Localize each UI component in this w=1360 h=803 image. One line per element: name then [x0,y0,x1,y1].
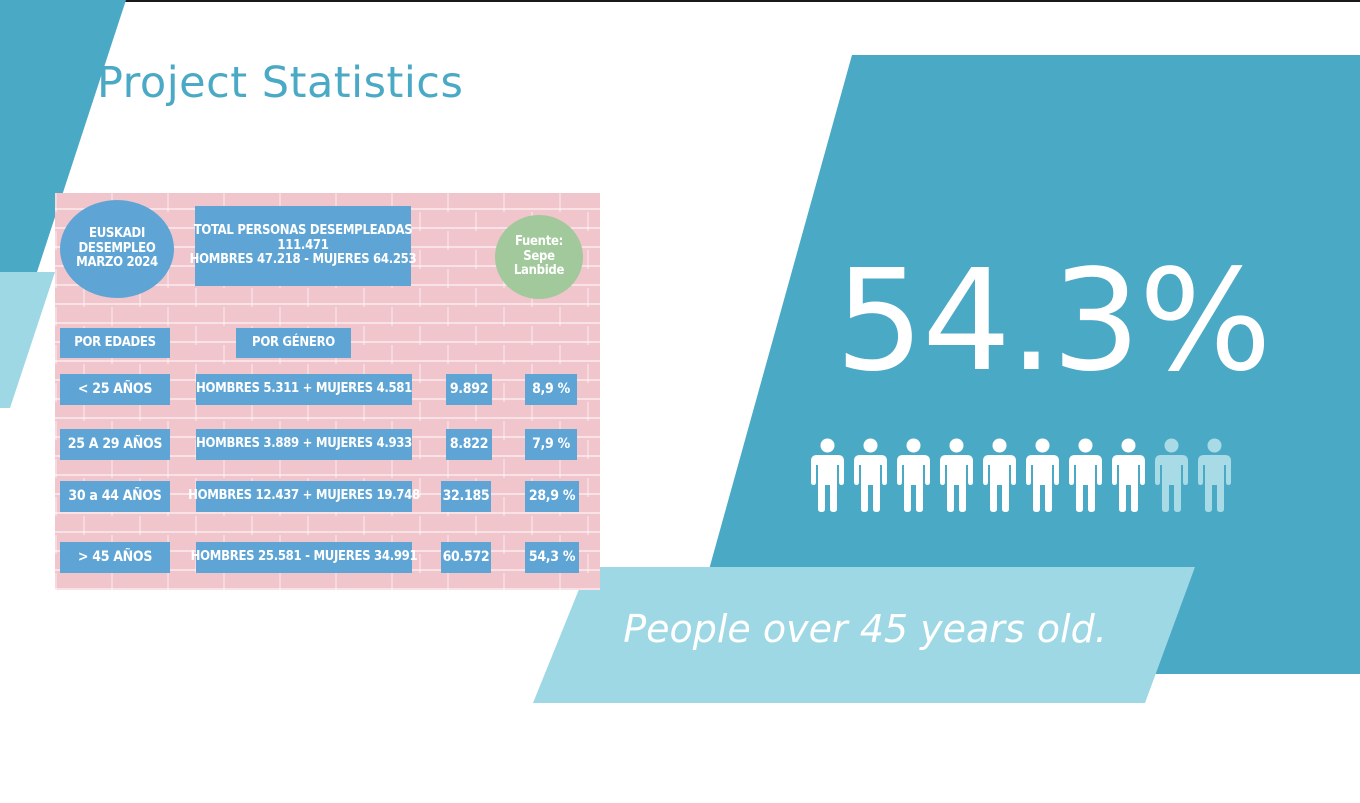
age-total-cell: 9.892 [446,374,492,405]
age-percent-cell: 7,9 % [525,429,577,460]
person-icon-highlighted [811,438,844,512]
brick-row [55,516,600,535]
age-total-cell: 60.572 [441,542,491,573]
brick-row [55,573,600,590]
age-percent-cell: 28,9 % [525,481,579,512]
source-circle-line: Sepe [523,248,555,264]
total-box-value: 111.471 [277,237,329,253]
gender-breakdown-cell: HOMBRES 5.311 + MUJERES 4.581 [196,374,412,405]
person-icon-highlighted [983,438,1016,512]
gender-breakdown-cell: HOMBRES 3.889 + MUJERES 4.933 [196,429,412,460]
slide-title: Project Statistics [97,58,464,108]
brick-row [55,307,600,326]
age-total-cell: 32.185 [441,481,491,512]
brick-row [55,288,600,307]
total-box-heading: TOTAL PERSONAS DESEMPLEADAS [193,222,413,238]
person-icon-highlighted [1069,438,1102,512]
age-percent-cell: 54,3 % [525,542,579,573]
unemployment-infographic: EUSKADI DESEMPLEO MARZO 2024 TOTAL PERSO… [55,193,600,590]
brick-row [55,402,600,421]
person-icon-highlighted [1112,438,1145,512]
age-range-cell: 30 a 44 AÑOS [60,481,170,512]
source-circle: Fuente: Sepe Lanbide [495,215,583,299]
people-icon-row [806,438,1236,512]
total-box-breakdown: HOMBRES 47.218 - MUJERES 64.253 [189,252,417,268]
person-icon-highlighted [854,438,887,512]
source-circle-line: Lanbide [513,263,565,279]
headline-percentage: 54.3% [835,240,1272,403]
person-icon-highlighted [940,438,973,512]
left-deco-shapes [0,0,126,408]
right-panel-shape [680,55,1360,674]
caption-ribbon-shape [533,567,1195,703]
total-unemployed-box: TOTAL PERSONAS DESEMPLEADAS 111.471 HOMB… [190,206,417,286]
age-total-cell: 8.822 [446,429,492,460]
gender-header: POR GÉNERO [236,328,351,358]
gender-breakdown-cell: HOMBRES 12.437 + MUJERES 19.748 [188,481,420,512]
top-border [0,0,1360,2]
person-icon-dim [1155,438,1188,512]
ages-header: POR EDADES [60,328,170,358]
region-circle-line: DESEMPLEO [78,240,156,256]
person-icon-highlighted [897,438,930,512]
region-circle: EUSKADI DESEMPLEO MARZO 2024 [60,200,174,298]
age-range-cell: > 45 AÑOS [60,542,170,573]
age-range-cell: < 25 AÑOS [60,374,170,405]
brick-row [55,459,600,478]
region-circle-line: MARZO 2024 [76,255,158,271]
gender-breakdown-cell: HOMBRES 25.581 - MUJERES 34.991 [191,542,418,573]
brick-row [55,193,600,212]
caption-text: People over 45 years old. [623,607,1107,651]
left-dark-slash [0,0,126,272]
source-circle-line: Fuente: [514,233,564,249]
age-range-cell: 25 A 29 AÑOS [60,429,170,460]
person-icon-dim [1198,438,1231,512]
region-circle-line: EUSKADI [89,225,145,241]
left-light-slash [0,272,55,408]
age-percent-cell: 8,9 % [525,374,577,405]
person-icon-highlighted [1026,438,1059,512]
